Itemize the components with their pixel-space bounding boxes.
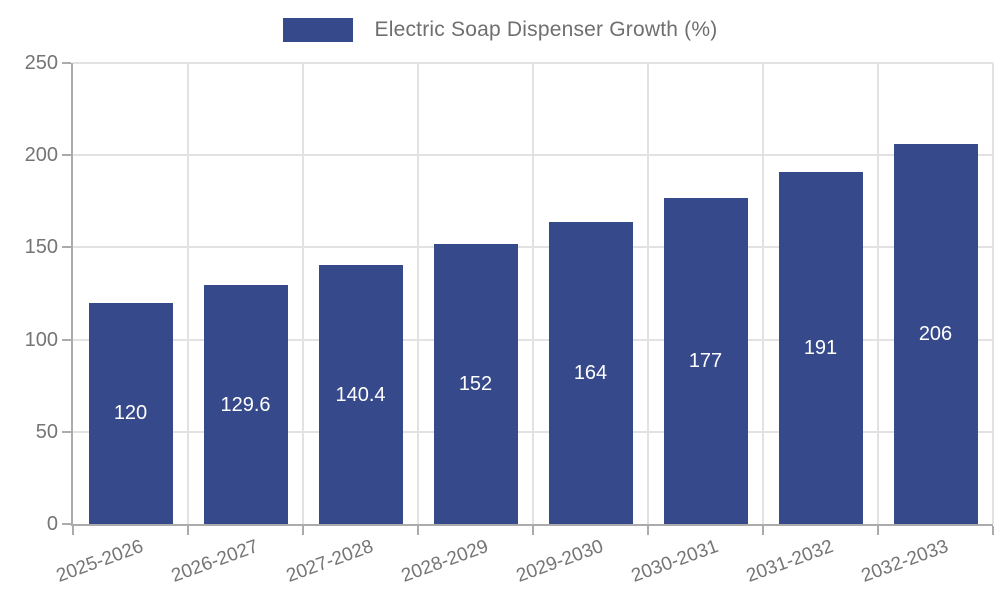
x-tick-label: 2025-2026 bbox=[53, 536, 146, 587]
bar-value-label: 206 bbox=[918, 323, 953, 346]
x-axis-line bbox=[71, 524, 993, 526]
bar bbox=[663, 197, 748, 524]
x-tick bbox=[992, 526, 994, 535]
x-tick bbox=[417, 526, 419, 535]
x-tick-label: 2027-2028 bbox=[283, 536, 376, 587]
y-tick bbox=[62, 154, 71, 157]
bar bbox=[778, 171, 863, 524]
bar-value-label: 191 bbox=[803, 336, 838, 359]
y-tick bbox=[62, 430, 71, 433]
x-tick-label: 2032-2033 bbox=[858, 536, 951, 587]
bar-value-label: 152 bbox=[458, 372, 493, 395]
y-tick bbox=[62, 523, 71, 525]
bar bbox=[548, 221, 633, 524]
y-tick-label: 100 bbox=[24, 328, 58, 351]
x-tick-label: 2028-2029 bbox=[398, 536, 491, 587]
legend-swatch-icon bbox=[282, 18, 353, 42]
plot-area: 0 50 100 150 200 250 120 2025-2026 129.6 2026-202… bbox=[25, 52, 994, 587]
x-tick bbox=[187, 526, 189, 535]
x-tick bbox=[762, 526, 764, 535]
bar-value-label: 177 bbox=[688, 349, 723, 372]
y-tick-label: 0 bbox=[46, 513, 58, 535]
bar bbox=[203, 285, 288, 524]
v-gridline bbox=[762, 63, 764, 524]
v-gridline bbox=[417, 63, 419, 524]
bar-value-label: 120 bbox=[113, 402, 148, 425]
x-tick bbox=[302, 526, 304, 535]
y-axis-line bbox=[71, 63, 73, 526]
x-tick-label: 2026-2027 bbox=[168, 536, 261, 587]
bar bbox=[88, 302, 173, 524]
bar bbox=[318, 265, 403, 524]
y-tick-label: 150 bbox=[24, 236, 58, 259]
v-gridline bbox=[532, 63, 534, 524]
x-tick bbox=[72, 526, 74, 535]
bar bbox=[433, 243, 518, 524]
bar-value-label: 129.6 bbox=[220, 393, 271, 416]
x-tick bbox=[877, 526, 879, 535]
bar-value-label: 140.4 bbox=[335, 383, 386, 406]
x-tick-label: 2029-2030 bbox=[513, 536, 606, 587]
y-tick-label: 50 bbox=[35, 420, 58, 443]
y-tick-label: 200 bbox=[24, 144, 58, 167]
v-gridline bbox=[877, 63, 879, 524]
x-tick-label: 2031-2032 bbox=[743, 536, 836, 587]
v-gridline bbox=[647, 63, 649, 524]
y-tick-label: 250 bbox=[24, 52, 58, 74]
bar bbox=[893, 144, 978, 524]
y-tick bbox=[62, 246, 71, 249]
y-tick bbox=[62, 338, 71, 341]
legend-label: Electric Soap Dispenser Growth (%) bbox=[374, 18, 718, 41]
x-tick bbox=[647, 526, 649, 535]
y-tick bbox=[62, 62, 71, 64]
v-gridline bbox=[992, 63, 994, 524]
bar-value-label: 164 bbox=[573, 361, 608, 384]
x-tick bbox=[532, 526, 534, 535]
x-tick-label: 2030-2031 bbox=[628, 536, 721, 587]
v-gridline bbox=[302, 63, 304, 524]
legend: Electric Soap Dispenser Growth (%) bbox=[0, 18, 1000, 42]
v-gridline bbox=[187, 63, 189, 524]
